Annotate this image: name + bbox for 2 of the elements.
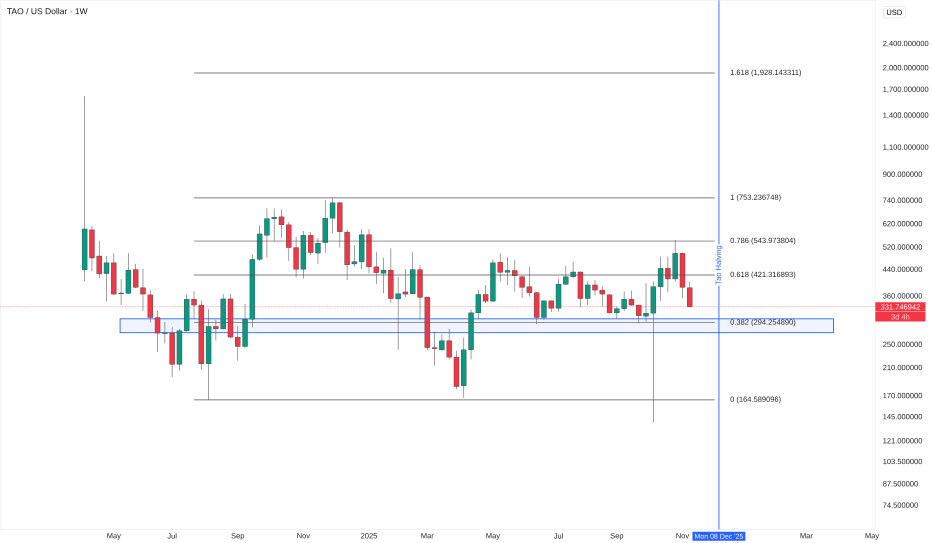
text: TAO / US Dollar · 1W — [7, 8, 88, 14]
candlestick — [132, 264, 138, 288]
